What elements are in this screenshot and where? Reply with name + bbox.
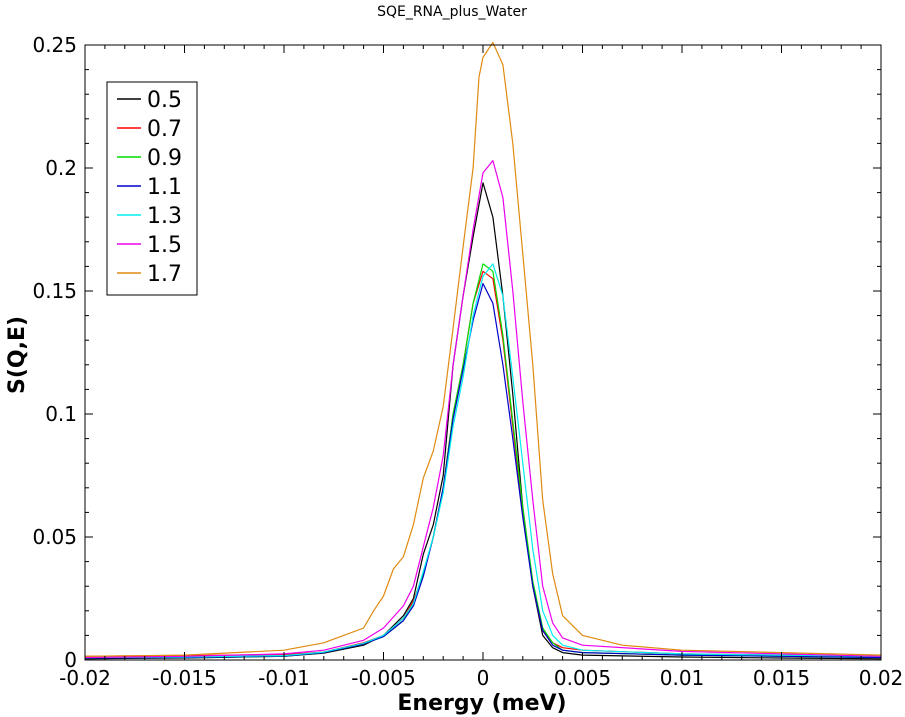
- x-tick-label: 0.005: [554, 666, 611, 690]
- legend-label: 1.1: [147, 175, 182, 200]
- x-tick-label: 0: [477, 666, 490, 690]
- x-tick-label: -0.02: [59, 666, 111, 690]
- series-line-0-7: [84, 270, 882, 657]
- series-line-1-5: [84, 160, 882, 659]
- x-tick-label: 0.015: [753, 666, 810, 690]
- series-line-1-3: [84, 263, 882, 659]
- x-tick-label: 0.02: [859, 666, 904, 690]
- x-tick-label: -0.015: [152, 666, 216, 690]
- series-line-1-1: [84, 283, 882, 659]
- y-tick-label: 0.05: [32, 525, 77, 549]
- legend-label: 0.5: [147, 88, 182, 113]
- x-tick-label: 0.01: [660, 666, 705, 690]
- x-tick-label: -0.01: [258, 666, 310, 690]
- axes: [84, 44, 882, 661]
- series-line-1-7: [84, 41, 882, 657]
- y-tick-label: 0.2: [45, 156, 77, 180]
- legend-label: 1.3: [147, 204, 182, 229]
- x-axis-title: Energy (meV): [397, 691, 566, 716]
- y-tick-label: 0.15: [32, 279, 77, 303]
- y-tick-label: 0: [64, 648, 77, 672]
- y-axis-title: S(Q,E): [5, 316, 30, 394]
- legend: 0.5 0.7 0.9 1.1 1.3 1.5 1.7: [106, 81, 198, 296]
- chart-title: SQE_RNA_plus_Water: [377, 4, 527, 20]
- legend-label: 0.7: [147, 117, 182, 142]
- series-group: [84, 41, 882, 660]
- x-tick-label: -0.005: [351, 666, 415, 690]
- legend-label: 1.5: [147, 233, 182, 258]
- series-line-0-9: [84, 263, 882, 659]
- x-tick-labels: -0.02 -0.015 -0.01 -0.005 0 0.005 0.01 0.015 0.0…: [59, 666, 903, 690]
- series-line-0-5: [84, 182, 882, 660]
- y-tick-label: 0.25: [32, 33, 77, 57]
- plot-frame: [84, 44, 882, 661]
- legend-box: [106, 81, 198, 296]
- legend-label: 1.7: [147, 262, 182, 287]
- y-tick-label: 0.1: [45, 402, 77, 426]
- legend-label: 0.9: [147, 146, 182, 171]
- y-tick-labels: 0 0.05 0.1 0.15 0.2 0.25: [32, 33, 77, 672]
